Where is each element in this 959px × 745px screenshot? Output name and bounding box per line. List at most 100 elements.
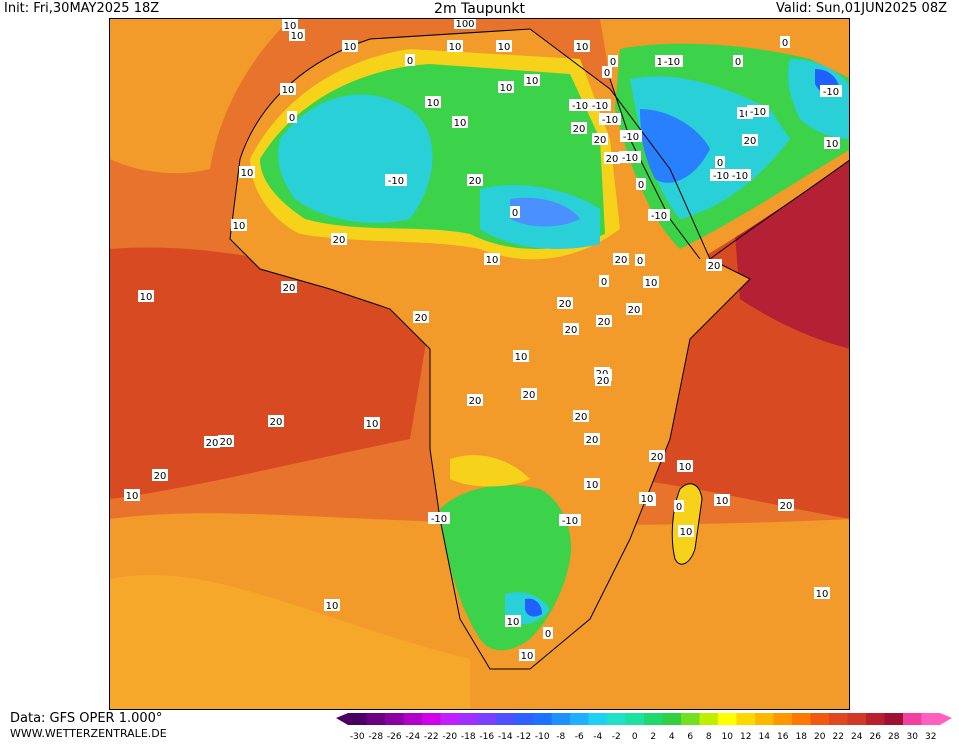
contour-label: 20 [596,315,612,328]
svg-text:10: 10 [641,494,654,505]
contour-label: 20 [152,469,168,482]
svg-text:0: 0 [610,57,616,68]
legend-tick: -14 [498,732,513,741]
contour-label: 10 [342,40,358,53]
svg-text:10: 10 [507,617,520,628]
legend-swatch [792,713,811,725]
contour-label: -10 [710,169,732,182]
contour-label: -10 [569,99,591,112]
legend-tick: -28 [368,732,383,741]
contour-label: 20 [626,303,642,316]
contour-label: 10 [677,460,693,473]
svg-text:-10: -10 [732,171,748,182]
legend-swatch [736,713,755,725]
contour-label: 10 [498,81,514,94]
contour-label: 20 [584,433,600,446]
contour-label: 10 [452,116,468,129]
svg-text:20: 20 [651,452,664,463]
svg-text:20: 20 [780,501,793,512]
contour-label: 10 [513,350,529,363]
svg-text:10: 10 [282,85,295,96]
angola-yellow [450,455,530,487]
contour-label: -10 [820,85,842,98]
svg-text:100: 100 [455,19,474,30]
contour-label: 0 [599,275,609,288]
contour-label: -10 [619,151,641,164]
legend-swatch [440,713,459,725]
svg-text:20: 20 [270,417,283,428]
legend-tick: -18 [461,732,476,741]
map-title: 2m Taupunkt [434,1,525,17]
legend-swatch [921,713,940,725]
legend-tick: 6 [687,732,693,741]
svg-text:10: 10 [526,76,539,87]
svg-text:0: 0 [407,56,413,67]
arabia-blue [640,109,710,183]
svg-text:10: 10 [454,118,467,129]
svg-text:10: 10 [233,221,246,232]
legend-swatch [607,713,626,725]
svg-text:0: 0 [601,277,607,288]
contour-label: 0 [608,55,618,68]
contour-label: 10 [824,137,840,150]
legend-swatch [348,713,367,725]
central-sahara-blue [510,197,580,227]
svg-text:20: 20 [333,235,346,246]
legend-swatch [662,713,681,725]
contour-label: -10 [599,113,621,126]
atlantic-moist-band [110,247,430,499]
contour-label: 10 [524,74,540,87]
svg-text:20: 20 [628,305,641,316]
contour-label: 10 [231,219,247,232]
contour-label: 10 [138,290,154,303]
contour-label: -10 [661,55,683,68]
svg-text:-10: -10 [823,87,839,98]
legend-tick: 22 [833,732,844,741]
contour-label: 0 [674,500,684,513]
svg-text:0: 0 [782,38,788,49]
svg-text:20: 20 [220,437,233,448]
legend-tick: 30 [907,732,919,741]
legend-tick: -10 [535,732,550,741]
legend-tick: -20 [442,732,457,741]
svg-text:10: 10 [486,255,499,266]
legend-swatch [385,713,404,725]
legend-swatch [866,713,885,725]
contour-label: 20 [563,323,579,336]
contour-label: 20 [268,415,284,428]
contour-label: 10 [714,494,730,507]
contour-label: -10 [428,512,450,525]
contour-label: 10 [643,276,659,289]
contour-label: 0 [510,206,520,219]
legend-tick: -22 [424,732,439,741]
contour-label: 10 [289,29,305,42]
contour-label: 10 [814,587,830,600]
legend-swatch [570,713,589,725]
contour-label: -10 [648,209,670,222]
svg-text:0: 0 [289,113,295,124]
contour-label: 20 [595,374,611,387]
contour-label: 20 [331,233,347,246]
valid-time: Valid: Sun,01JUN2025 08Z [776,1,947,16]
contour-label: 10 [425,96,441,109]
legend-swatch [514,713,533,725]
legend-tick: -4 [593,732,602,741]
svg-text:-10: -10 [592,101,608,112]
legend-tick: 16 [777,732,789,741]
contour-label: 100 [454,19,476,30]
contour-label: 10 [496,40,512,53]
svg-text:-10: -10 [602,115,618,126]
legend-tick: 12 [740,732,751,741]
svg-text:10: 10 [816,589,829,600]
legend-tick: -26 [387,732,402,741]
legend-tick: 20 [814,732,826,741]
contour-label: 10 [505,615,521,628]
svg-text:-10: -10 [651,211,667,222]
svg-text:20: 20 [744,136,757,147]
svg-text:20: 20 [559,299,572,310]
contour-label: 20 [573,410,589,423]
contour-label: -10 [559,514,581,527]
contour-label: 0 [635,254,645,267]
north-atlantic-dry [110,19,290,174]
legend-swatch [496,713,515,725]
